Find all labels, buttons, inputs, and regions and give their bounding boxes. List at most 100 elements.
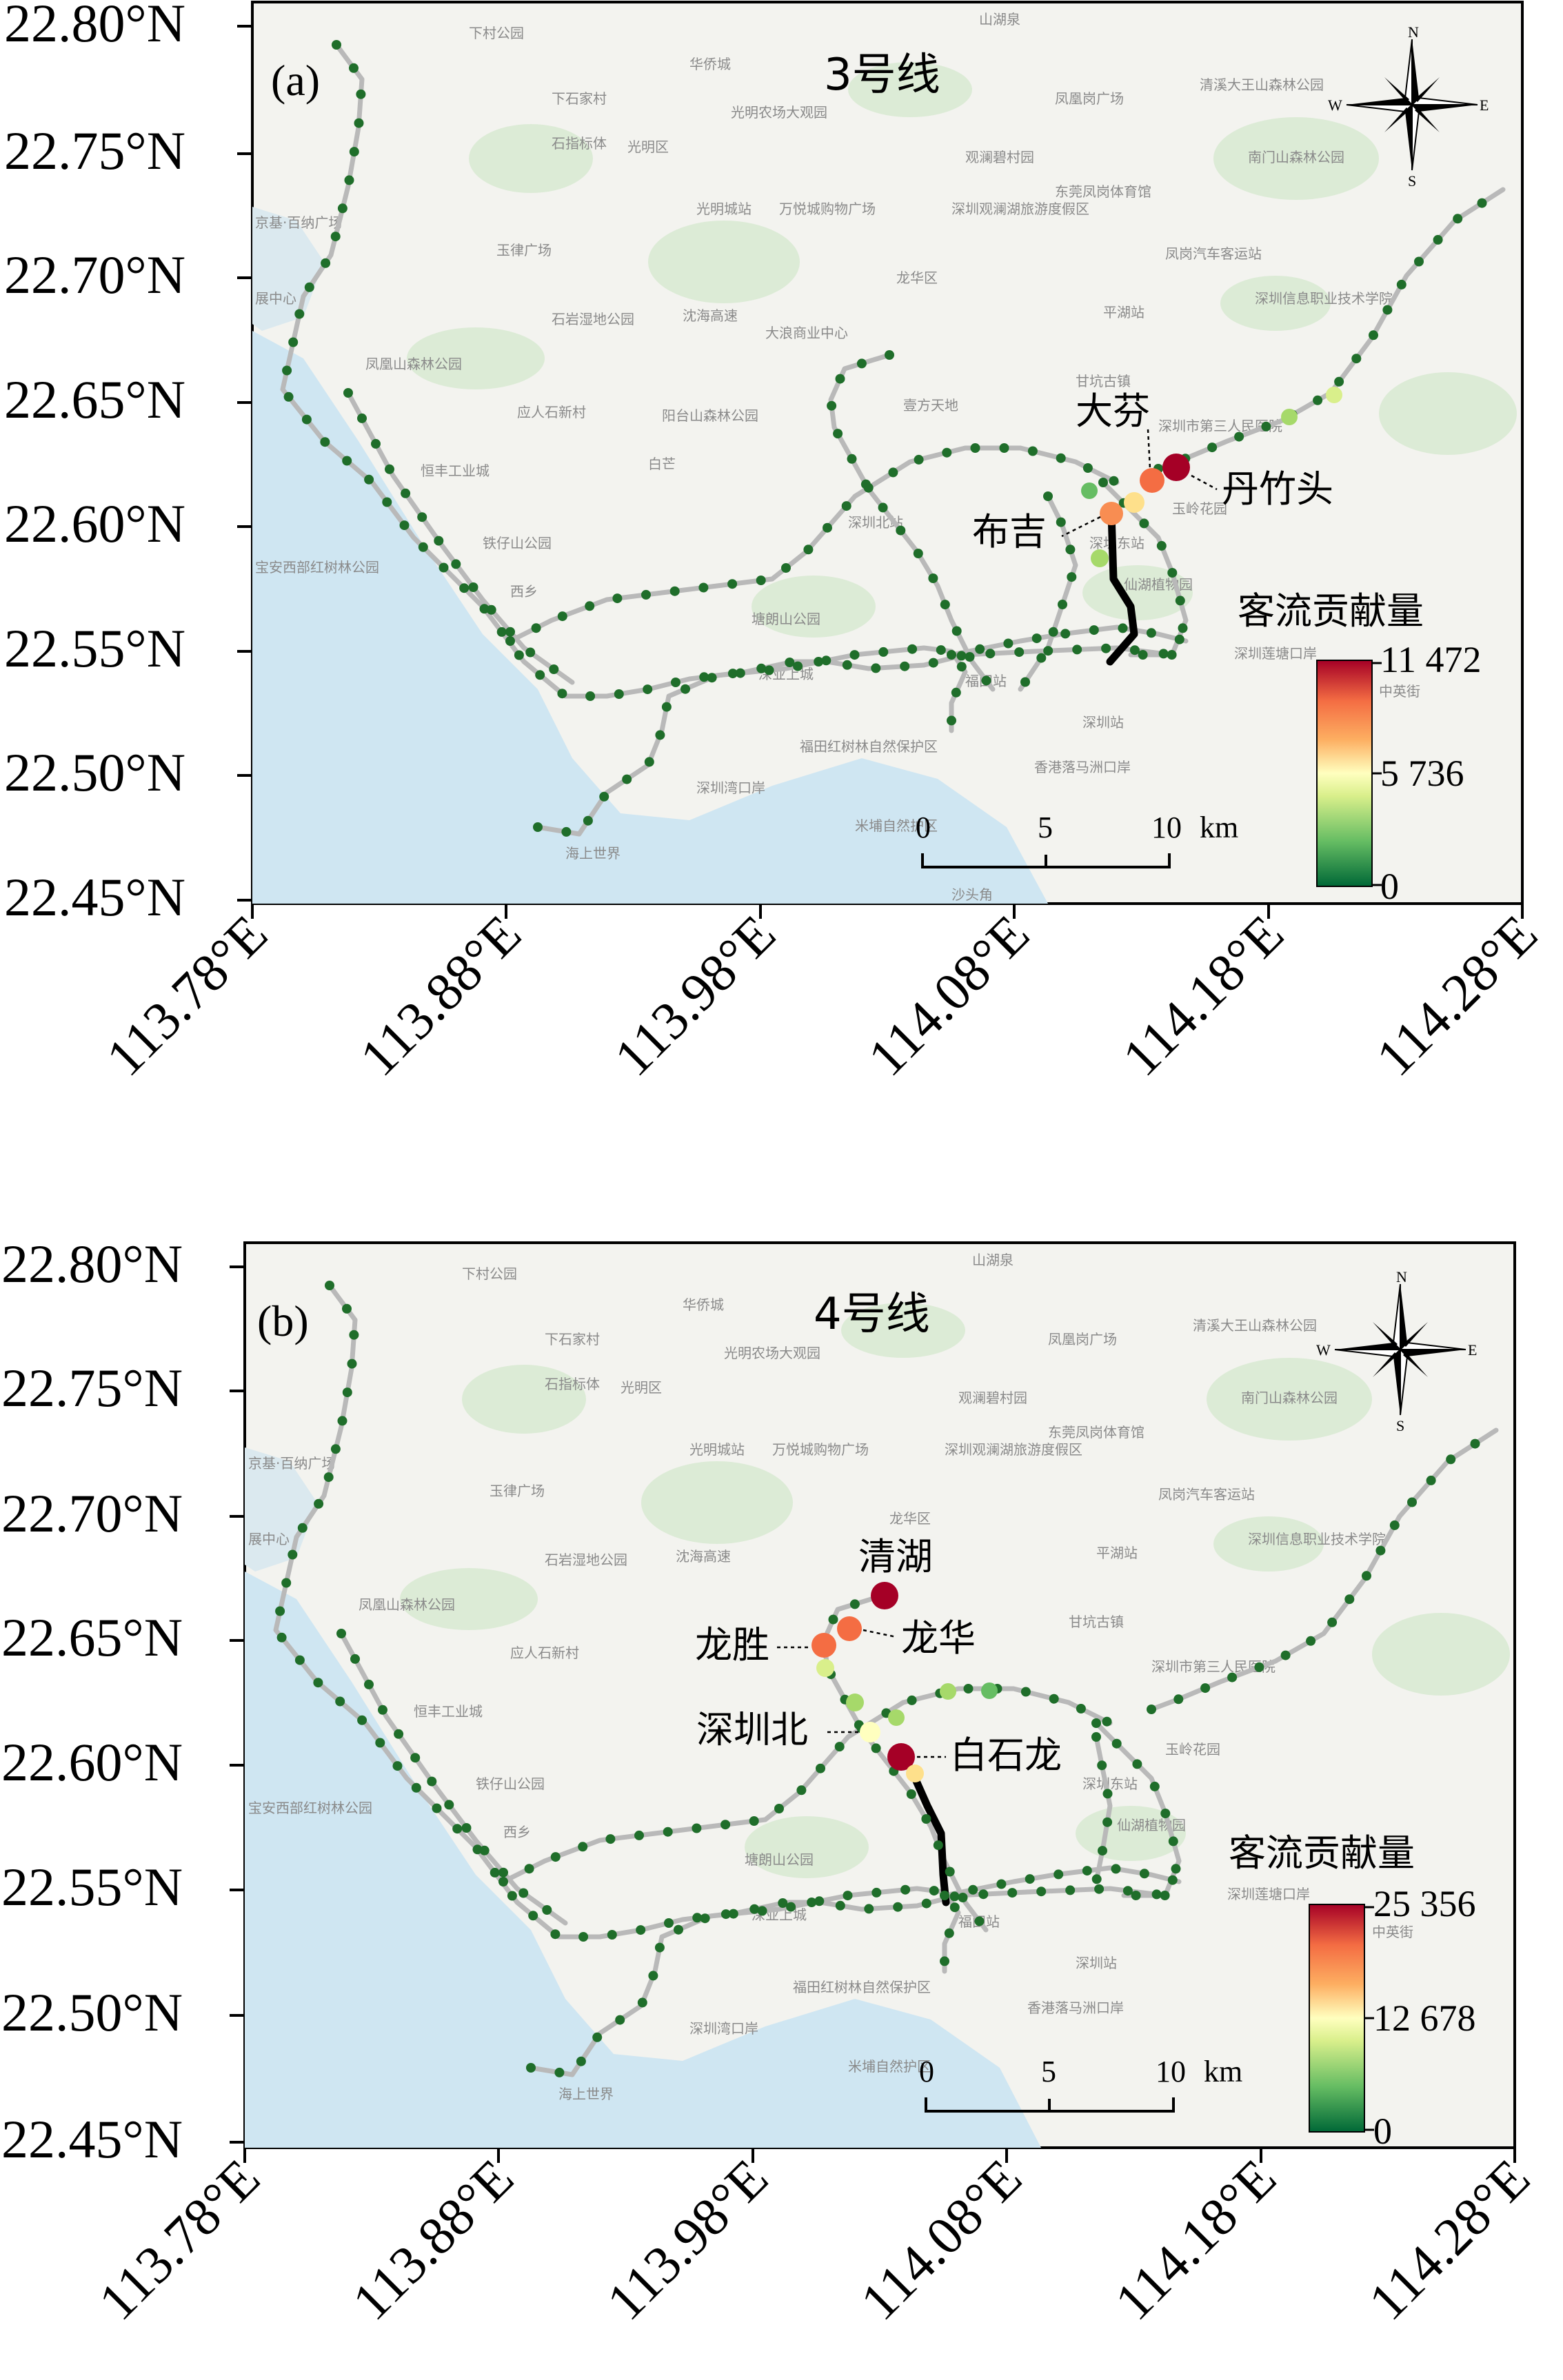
svg-text:宝安西部红树林公园: 宝安西部红树林公园 [255, 559, 379, 576]
station-dot [878, 502, 888, 513]
station-dot [459, 583, 470, 593]
basemap-b [243, 1241, 1516, 2149]
station-dot [814, 1896, 825, 1906]
svg-text:南门山森林公园: 南门山森林公园 [1248, 149, 1344, 165]
svg-text:22.75°N: 22.75°N [1, 1358, 183, 1418]
svg-text:海上世界: 海上世界 [558, 2086, 614, 2102]
metro-line [828, 352, 996, 692]
svg-text:W: W [1316, 1341, 1331, 1359]
station-dot [342, 1387, 352, 1398]
colorbar-max-b: 25 356 [1373, 1883, 1476, 1924]
colorbar-title-b: 客流贡献量 [1229, 1831, 1415, 1875]
station-dot [321, 258, 331, 268]
station-dot [583, 815, 593, 826]
svg-text:E: E [1480, 96, 1489, 114]
station-dot [342, 456, 352, 466]
svg-text:W: W [1328, 96, 1342, 114]
svg-text:113.88°E: 113.88°E [348, 904, 532, 1088]
station-dot [947, 650, 956, 660]
svg-text:114.18°E: 114.18°E [1111, 904, 1295, 1088]
svg-text:玉岭花园: 玉岭花园 [1172, 500, 1227, 517]
svg-text:N: N [1396, 1268, 1407, 1285]
metro-line [1093, 1734, 1113, 1884]
station-dot [1407, 1497, 1417, 1507]
station-dot [427, 1776, 437, 1787]
station-dot [550, 1852, 561, 1862]
station-dot [349, 63, 359, 73]
station-dot [1014, 647, 1025, 658]
station-dot [1139, 518, 1149, 529]
station-dot [669, 586, 680, 596]
svg-text:下石家村: 下石家村 [552, 90, 607, 107]
station-dot [1007, 1888, 1018, 1898]
station-dot [276, 1632, 287, 1642]
station-marker-qinghu [871, 1582, 898, 1609]
station-dot [385, 464, 394, 474]
svg-text:龙华区: 龙华区 [896, 269, 938, 286]
svg-text:5: 5 [1041, 2055, 1056, 2088]
svg-text:京基·百纳广场: 京基·百纳广场 [248, 1455, 335, 1472]
colorbar-min-a: 0 [1380, 866, 1399, 907]
svg-text:113.98°E: 113.98°E [603, 904, 787, 1088]
station-dot [888, 467, 898, 478]
station-dot [1065, 1885, 1076, 1895]
station-dot [907, 1695, 917, 1705]
station-dot [680, 684, 690, 694]
station-dot [1003, 638, 1014, 649]
station-dot [636, 1925, 646, 1935]
svg-text:万悦城购物广场: 万悦城购物广场 [779, 201, 876, 217]
station-marker [981, 1682, 998, 1699]
station-dot [410, 1753, 421, 1763]
green-area [462, 1365, 586, 1434]
station-dot [1375, 1545, 1386, 1556]
svg-text:仙湖植物园: 仙湖植物园 [1117, 1817, 1186, 1833]
station-dot [940, 600, 950, 610]
svg-text:白芒: 白芒 [648, 456, 676, 472]
bay-water-a [252, 331, 1048, 904]
panel-tag-a: (a) [271, 56, 320, 105]
station-dot [1149, 1781, 1160, 1791]
metro-line [821, 1593, 989, 1933]
green-area [1213, 1516, 1324, 1572]
station-dot [1027, 446, 1038, 456]
station-dot [507, 1891, 517, 1901]
svg-text:玉律广场: 玉律广场 [490, 1483, 545, 1499]
station-dot [1065, 545, 1076, 555]
station-dot [1306, 1636, 1316, 1646]
station-dot [514, 650, 524, 660]
station-dot [615, 2015, 625, 2025]
svg-text:22.50°N: 22.50°N [1, 1982, 183, 2042]
green-area [1379, 372, 1517, 455]
station-dot [301, 414, 312, 425]
station-dot [1102, 1716, 1112, 1727]
station-label-baishilong: 白石龙 [950, 1733, 1062, 1777]
map-labels-b: 山湖泉 下村公园 华侨城 光明农场大观园 下石家村 光明区 凤凰岗广场 清溪大王… [248, 1252, 1413, 2102]
colorbar-min-b: 0 [1373, 2111, 1392, 2152]
station-dot [1082, 1866, 1092, 1876]
svg-text:凤凰岗广场: 凤凰岗广场 [1055, 90, 1124, 107]
station-dot [1171, 1864, 1181, 1874]
svg-text:壹方天地: 壹方天地 [903, 397, 958, 414]
svg-text:深圳湾口岸: 深圳湾口岸 [696, 780, 765, 796]
station-dot [803, 545, 814, 555]
station-dot [956, 662, 967, 672]
station-dot [999, 443, 1009, 453]
station-dot [644, 757, 654, 767]
station-dot [505, 627, 515, 637]
station-dot [1098, 1846, 1107, 1856]
station-marker-danzhutou [1162, 454, 1190, 481]
green-area [400, 1568, 538, 1630]
station-dot [288, 1549, 298, 1560]
coast-water-b [245, 1447, 317, 1572]
svg-text:应人石新村: 应人石新村 [517, 404, 586, 420]
station-dot [1056, 453, 1066, 463]
station-dot [975, 644, 985, 654]
lat-axis-a: 22.80°N 22.75°N 22.70°N 22.65°N 22.60°N … [4, 0, 252, 927]
station-dot [378, 1705, 387, 1715]
svg-text:113.98°E: 113.98°E [595, 2148, 779, 2332]
station-dot [727, 579, 738, 589]
station-marker-baishilong [887, 1743, 915, 1771]
station-dot [735, 668, 745, 678]
station-dot [490, 1867, 500, 1878]
station-dot [498, 1867, 508, 1878]
